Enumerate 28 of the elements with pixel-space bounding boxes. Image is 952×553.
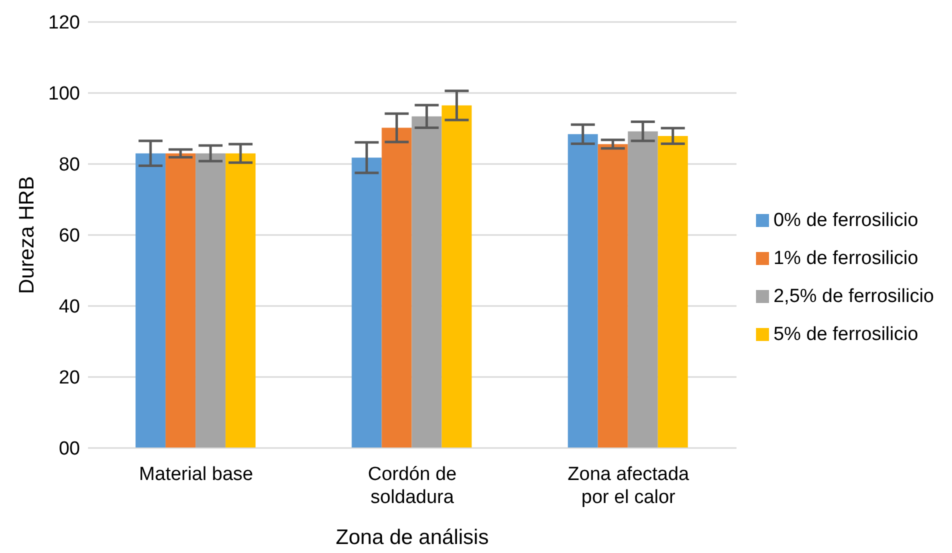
bar: [442, 105, 472, 448]
y-tick-label: 00: [58, 438, 80, 460]
bar: [598, 144, 628, 448]
bar: [658, 136, 688, 448]
legend-label: 0% de ferrosilicio: [773, 210, 918, 231]
legend-label: 5% de ferrosilicio: [773, 324, 918, 345]
bar: [412, 116, 442, 448]
bar: [166, 153, 196, 448]
bar: [136, 153, 166, 448]
bar: [352, 158, 382, 448]
y-axis-title: Dureza HRB: [15, 176, 38, 294]
x-tick-label: Zona afectada por el calor: [568, 464, 690, 508]
y-tick-label: 120: [48, 12, 80, 34]
legend-label: 2,5% de ferrosilicio: [773, 286, 934, 307]
y-tick-label: 60: [58, 226, 80, 247]
bar: [568, 134, 598, 448]
x-tick-label: Cordón de soldadura: [368, 464, 457, 508]
y-tick-label: 100: [48, 84, 80, 105]
bar: [226, 153, 256, 448]
y-tick-label: 40: [58, 296, 80, 318]
x-axis-title: Zona de análisis: [336, 526, 489, 549]
x-tick-label: Material base: [139, 464, 254, 485]
bar: [196, 153, 226, 448]
legend-label: 1% de ferrosilicio: [773, 248, 918, 269]
y-tick-label: 20: [58, 368, 80, 389]
bar: [382, 128, 412, 448]
y-tick-label: 80: [58, 154, 80, 176]
bar: [628, 131, 658, 448]
